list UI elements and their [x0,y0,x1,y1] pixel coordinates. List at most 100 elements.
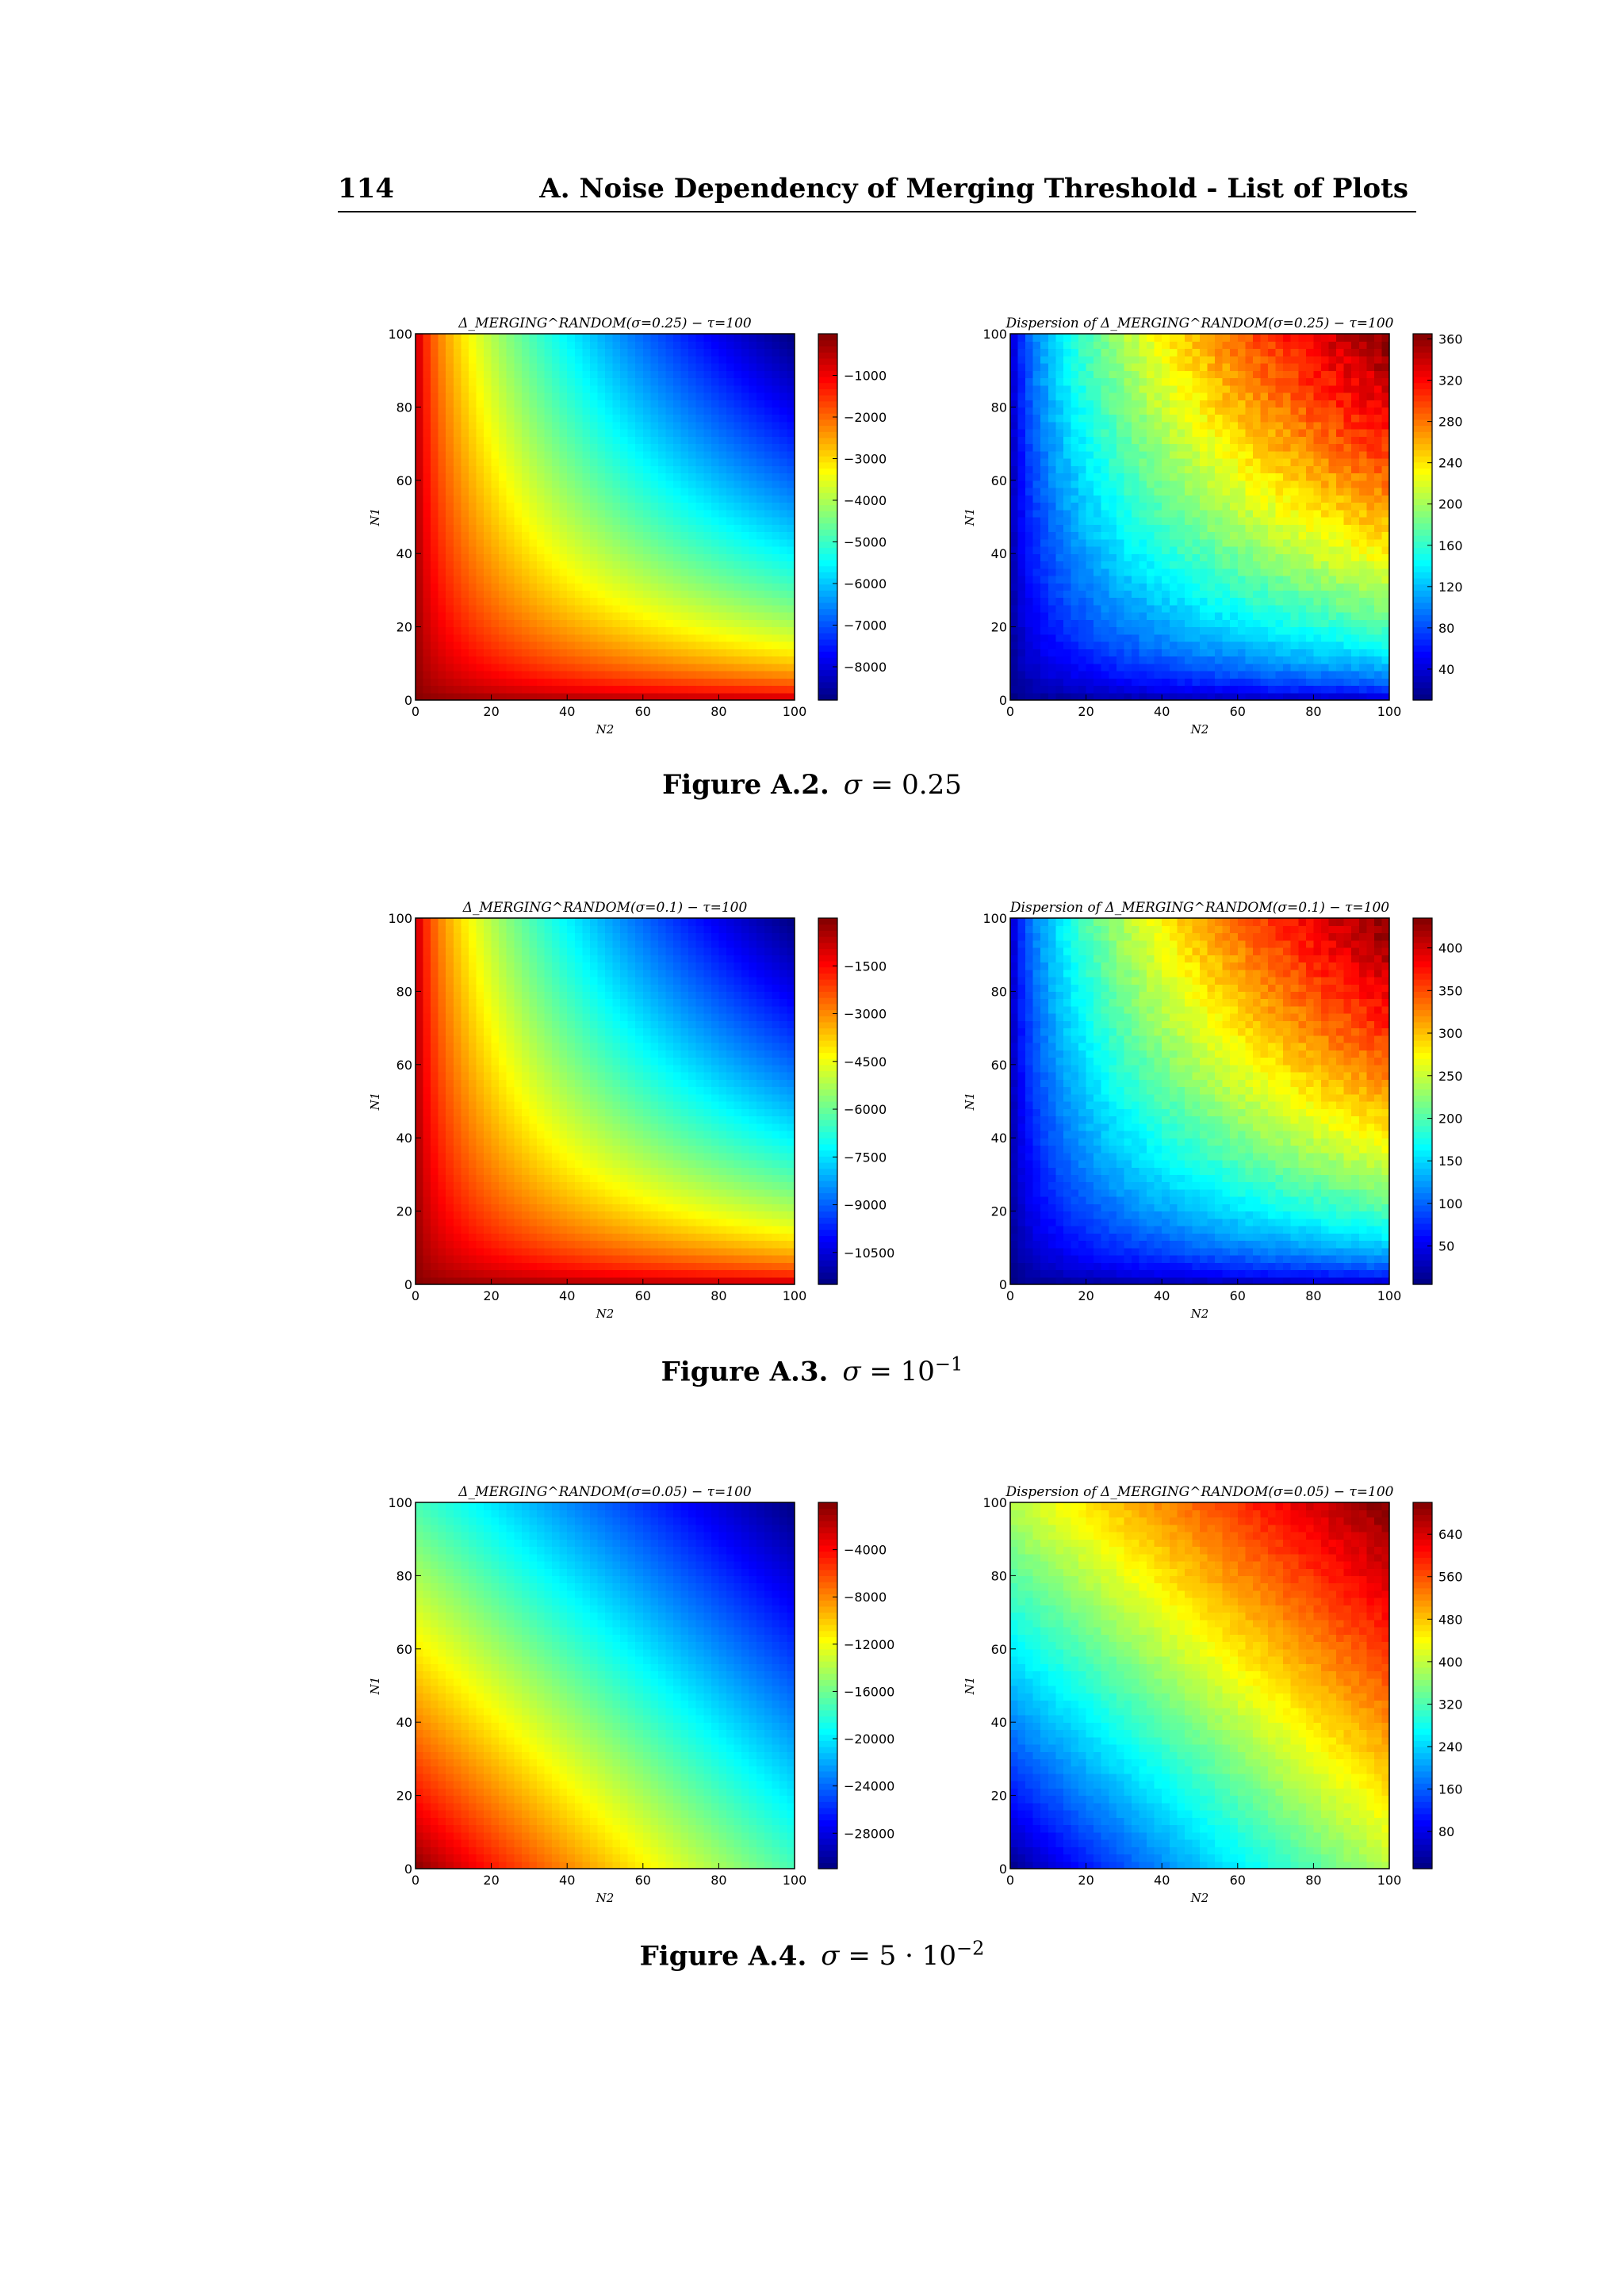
heatmap-cell [1366,604,1375,613]
heatmap-cell [1207,341,1216,350]
heatmap-cell [665,604,674,613]
heatmap-cell [1177,597,1185,606]
heatmap-cell [1230,400,1239,408]
heatmap-cell [597,656,606,664]
heatmap-cell [1071,517,1079,525]
heatmap-cell [574,604,583,613]
heatmap-cell [665,626,674,635]
heatmap-cell [657,348,667,357]
heatmap-cell [468,531,477,540]
heatmap-cell [703,414,712,423]
heatmap-cell [1336,465,1345,474]
heatmap-cell [521,488,530,496]
heatmap-cell [597,502,606,511]
heatmap-cell [764,400,772,408]
heatmap-cell [1177,377,1185,386]
heatmap-cell [1222,495,1231,503]
heatmap-cell [431,341,439,350]
heatmap-cell [688,553,697,562]
heatmap-cell [1192,671,1201,679]
heatmap-cell [665,495,674,503]
heatmap-cell [1109,553,1117,562]
heatmap-cell [491,524,500,533]
heatmap-cell [650,692,659,701]
heatmap-cell [665,443,674,452]
heatmap-cell [673,663,682,672]
heatmap-cell [521,362,530,371]
heatmap-cell [567,509,576,518]
heatmap-cell [1139,590,1147,599]
heatmap-cell [1078,421,1087,430]
heatmap-cell [1252,480,1262,488]
heatmap-cell [787,392,795,400]
heatmap-cell [574,633,583,642]
heatmap-cell [521,524,530,533]
heatmap-cell [1328,370,1337,379]
heatmap-cell [529,538,538,547]
heatmap-cell [665,362,674,371]
heatmap-cell [438,524,446,533]
heatmap-cell [1063,377,1072,386]
heatmap-cell [1252,355,1262,364]
heatmap-cell [650,362,659,371]
heatmap-cell [567,341,576,350]
heatmap-cell [1048,458,1056,466]
heatmap-cell [620,495,629,503]
heatmap-cell [749,656,757,664]
heatmap-cell [514,450,523,459]
heatmap-cell [574,429,583,437]
heatmap-cell [1162,429,1170,437]
heatmap-cell [1222,341,1231,350]
heatmap-cell [710,362,719,371]
heatmap-cell [673,488,682,496]
heatmap-cell [1040,400,1049,408]
heatmap-cell [499,568,508,576]
heatmap-cell [468,524,477,533]
heatmap-cell [1078,392,1087,400]
heatmap-cell [1275,692,1284,701]
heatmap-cell [423,685,431,694]
heatmap-cell [665,348,674,357]
heatmap-cell [1109,538,1117,547]
heatmap-cell [1010,553,1019,562]
heatmap-cell [772,362,780,371]
heatmap-cell [453,575,462,584]
heatmap-cell [749,678,757,687]
heatmap-cell [1222,370,1231,379]
heatmap-cell [642,671,651,679]
heatmap-cell [552,341,561,350]
heatmap-cell [1131,604,1140,613]
heatmap-cell [1237,590,1246,599]
heatmap-cell [1131,612,1140,620]
heatmap-cell [1283,568,1292,576]
heatmap-cell [544,443,553,452]
heatmap-cell [1207,685,1216,694]
heatmap-cell [552,612,561,620]
heatmap-cell [1071,531,1079,540]
heatmap-cell [1328,524,1337,533]
heatmap-cell [635,685,644,694]
heatmap-cell [453,685,462,694]
heatmap-cell [1177,531,1185,540]
heatmap-cell [589,590,599,599]
heatmap-cell [1086,517,1094,525]
heatmap-cell [1351,641,1360,649]
heatmap-cell [650,429,659,437]
heatmap-cell [635,692,644,701]
heatmap-cell [1017,509,1026,518]
heatmap-cell [1017,370,1026,379]
heatmap-cell [468,458,477,466]
heatmap-cell [1298,414,1307,423]
heatmap-cell [582,355,591,364]
heatmap-cell [1245,341,1254,350]
heatmap-cell [1094,604,1102,613]
heatmap-cell [1010,583,1019,591]
heatmap-cell [680,626,689,635]
heatmap-cell [635,465,644,474]
heatmap-cell [491,561,500,569]
heatmap-cell [1283,575,1292,584]
heatmap-cell [1162,568,1170,576]
heatmap-cell [1177,633,1185,642]
heatmap-cell [1116,443,1124,452]
heatmap-cell [1305,553,1314,562]
